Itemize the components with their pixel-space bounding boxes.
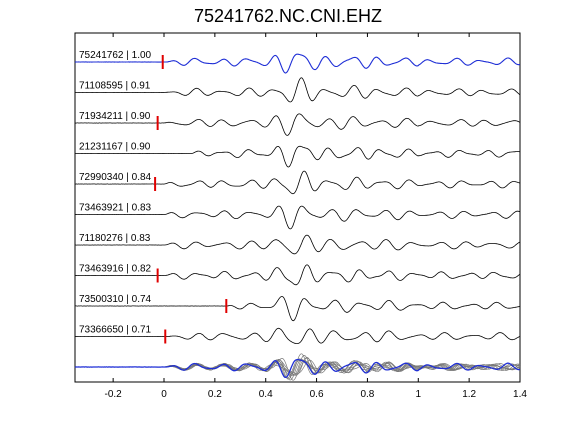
trace-line-71180276 [75, 234, 521, 255]
trace-label: 75241762 | 1.00 [79, 50, 152, 61]
trace-line-21231167 [75, 145, 521, 168]
trace-label: 71934211 | 0.90 [79, 111, 151, 122]
trace-line-73500310 [75, 296, 521, 322]
x-tick-label: 0.6 [310, 389, 324, 400]
x-tick-label: 0.8 [360, 389, 374, 400]
trace-line-75241762 [74, 53, 521, 74]
trace-line-71108595 [74, 77, 521, 103]
trace-label: 73463916 | 0.82 [79, 264, 152, 275]
trace-line-73463916 [74, 264, 521, 286]
x-tick-label: 1.4 [513, 389, 527, 400]
chart-title: 75241762.NC.CNI.EHZ [193, 6, 383, 26]
trace-label: 73500310 | 0.74 [79, 294, 152, 305]
trace-group [74, 53, 521, 381]
trace-label: 71180276 | 0.83 [79, 233, 151, 244]
x-tick-label: 0.4 [259, 389, 273, 400]
trace-line-72990340 [74, 170, 521, 195]
trace-line-73463921 [74, 205, 521, 230]
x-tick-label: 0 [161, 389, 167, 400]
trace-label: 71108595 | 0.91 [79, 81, 151, 92]
plot-area [74, 32, 521, 383]
trace-label: 21231167 | 0.90 [79, 142, 151, 153]
trace-label: 73463921 | 0.83 [79, 203, 152, 214]
trace-label: 72990340 | 0.84 [79, 172, 152, 183]
x-axis: -0.2 0 0.2 0.4 0.6 0.8 1 1.2 1.4 [105, 33, 527, 400]
stack-reference-trace [74, 358, 521, 379]
x-tick-label: 0.2 [208, 389, 222, 400]
trace-label: 73366650 | 0.71 [79, 325, 152, 336]
trace-label-group: 75241762 | 1.00 71108595 | 0.91 71934211 |… [79, 50, 152, 336]
trace-line-71934211 [74, 113, 521, 136]
x-tick-label: 1 [416, 389, 422, 400]
x-tick-label: 1.2 [462, 389, 476, 400]
trace-line-73366650 [74, 327, 521, 344]
x-tick-label: -0.2 [105, 389, 123, 400]
